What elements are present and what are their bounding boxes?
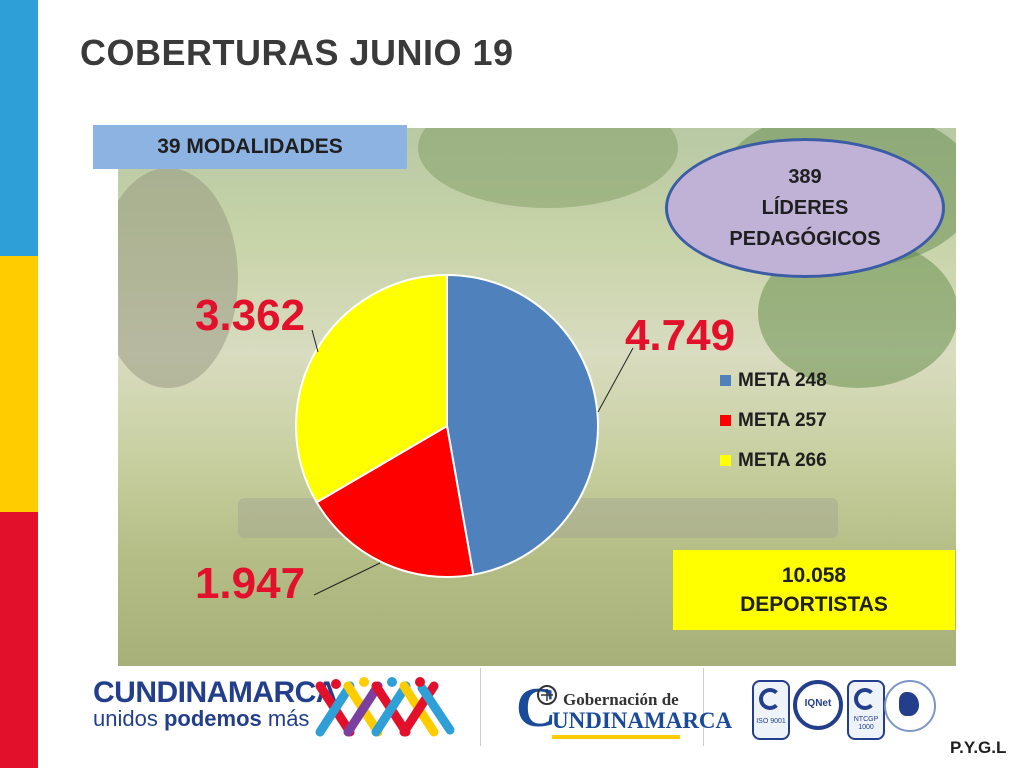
lideres-ellipse: 389 LÍDERES PEDAGÓGICOS <box>665 138 945 278</box>
department-map-seal-icon <box>884 680 936 732</box>
slogan-suffix: más <box>261 706 310 731</box>
cert-label-ntcgp: NTCGP 1000 <box>853 716 879 731</box>
cert-label-iso: ISO 9001 <box>756 718 786 725</box>
slice-meta-266 <box>295 273 448 504</box>
data-label: 3.362 <box>195 291 305 340</box>
ntcgp-cert-icon: NTCGP 1000 <box>847 680 885 740</box>
side-stripe-blue <box>0 0 38 256</box>
data-label: 1.947 <box>195 559 305 608</box>
legend-swatch <box>720 415 731 426</box>
slide-title: COBERTURAS JUNIO 19 <box>80 32 514 73</box>
legend-swatch <box>720 455 731 466</box>
leader-line <box>597 347 634 413</box>
leader-line <box>313 562 381 596</box>
deportistas-number: 10.058 <box>781 564 847 587</box>
slice-meta-248 <box>446 273 599 576</box>
legend-swatch <box>720 375 731 386</box>
slice-meta-257 <box>315 424 475 578</box>
coat-of-arms-icon <box>537 685 557 705</box>
cert-label-iqnet: IQNet <box>804 698 832 709</box>
lideres-line2: PEDAGÓGICOS <box>729 227 881 250</box>
leader-line <box>311 329 319 353</box>
lideres-number: 389 <box>788 165 822 188</box>
legend-label: META 266 <box>738 450 827 471</box>
colorful-x-logo-icon <box>315 677 455 737</box>
footer-divider-2 <box>703 668 704 746</box>
lideres-line1: LÍDERES <box>761 196 849 219</box>
gobernacion-line1: Gobernación de <box>563 690 679 709</box>
cundinamarca-logo-text: CUNDINAMARCA <box>93 676 337 709</box>
iqnet-cert-icon: IQNet <box>793 680 843 730</box>
slogan-prefix: unidos <box>93 706 164 731</box>
side-stripe-red <box>0 512 38 768</box>
gobernacion-line2: UNDINAMARCA <box>552 708 733 733</box>
deportistas-label: DEPORTISTAS <box>740 593 888 616</box>
side-stripe-yellow <box>0 256 38 512</box>
modalidades-box: 39 MODALIDADES <box>93 125 407 169</box>
slogan: unidos podemos más <box>93 706 309 732</box>
author-initials: P.Y.G.L <box>950 738 1007 757</box>
deportistas-box: 10.058 DEPORTISTAS <box>673 550 955 630</box>
iso-9001-cert-icon: ISO 9001 <box>752 680 790 740</box>
legend-label: META 248 <box>738 370 827 391</box>
data-label: 4.749 <box>625 311 735 360</box>
gobernacion-c-letter: C <box>516 677 557 739</box>
slogan-bold: podemos <box>163 706 262 731</box>
gobernacion-underline <box>552 735 680 739</box>
legend-label: META 257 <box>738 410 827 431</box>
footer-divider-1 <box>480 668 481 746</box>
